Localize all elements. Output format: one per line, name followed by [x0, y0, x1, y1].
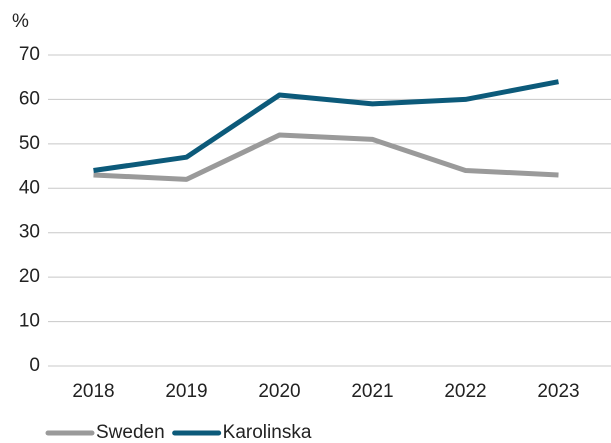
y-axis-label: % [12, 11, 29, 32]
line-series [93, 79, 559, 173]
y-tick-label: 40 [19, 177, 40, 198]
y-tick-label: 20 [19, 266, 40, 287]
x-tick-label: 2020 [258, 381, 300, 402]
y-tick-label: 10 [19, 311, 40, 332]
y-tick-label: 70 [19, 44, 40, 65]
y-tick-label: 30 [19, 222, 40, 243]
line-series [93, 132, 559, 182]
y-tick-label: 0 [29, 355, 40, 376]
legend-label: Karolinska [223, 422, 312, 443]
x-tick-label: 2023 [537, 381, 579, 402]
x-tick-label: 2019 [165, 381, 207, 402]
y-tick-label: 60 [19, 88, 40, 109]
y-tick-label: 50 [19, 133, 40, 154]
legend-label: Sweden [96, 422, 165, 443]
x-tick-label: 2021 [351, 381, 393, 402]
x-tick-label: 2022 [444, 381, 486, 402]
x-tick-label: 2018 [72, 381, 114, 402]
